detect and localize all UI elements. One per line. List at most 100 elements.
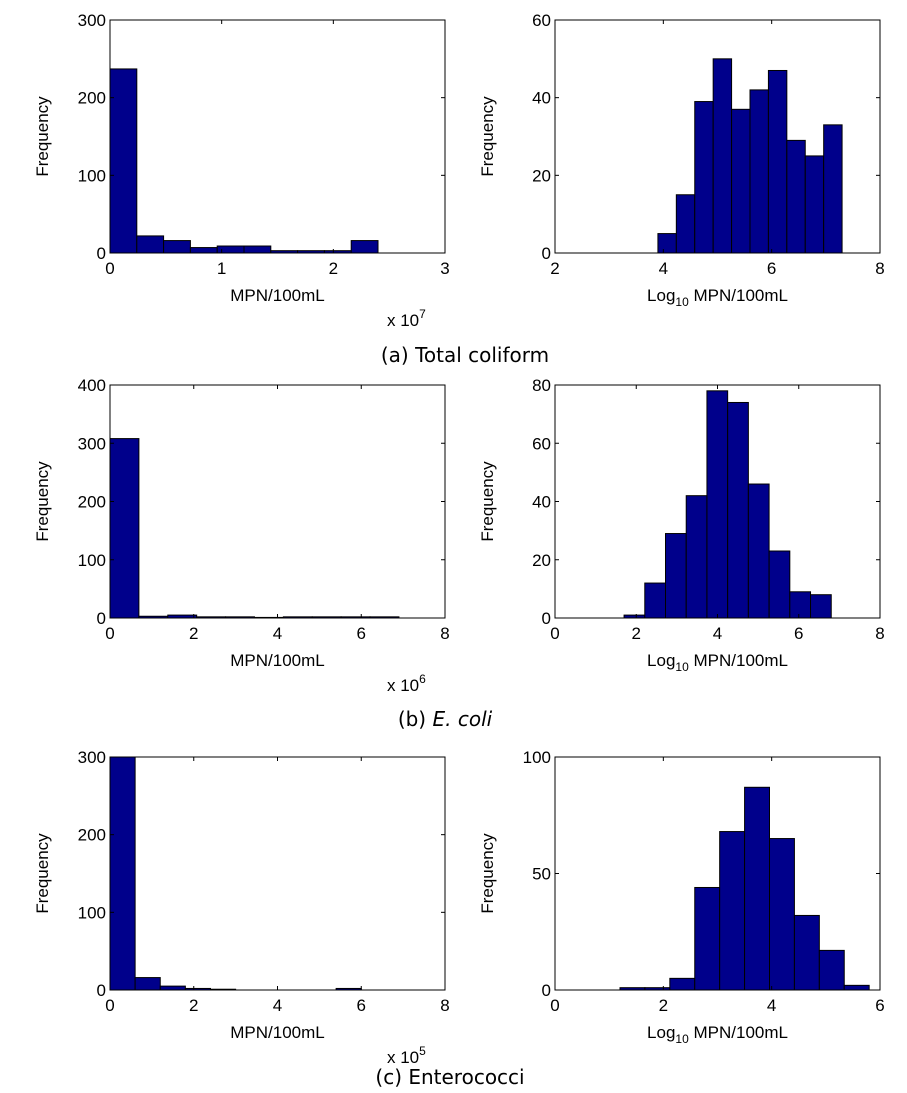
histogram-bar (712, 58, 733, 254)
x-tick-label: 8 (875, 259, 884, 278)
x-tick-label: 4 (273, 624, 282, 643)
histogram-bar (109, 438, 140, 619)
x-tick-label: 4 (713, 624, 722, 643)
y-tick-label: 400 (78, 376, 106, 395)
y-tick-label: 20 (532, 551, 551, 570)
histogram-bar (731, 108, 751, 254)
histogram-bar (644, 582, 666, 619)
histogram-1: 0 1 2 3 0 100 200 300 Frequency MPN/100mL x 107 (33, 11, 450, 330)
x-tick-label: 6 (794, 624, 803, 643)
axes-frame (554, 19, 881, 254)
histogram-bar (749, 89, 769, 254)
axes-frame (109, 384, 446, 619)
x-tick-label: 6 (767, 259, 776, 278)
histogram-bar (769, 838, 795, 991)
histogram-bar (665, 533, 687, 619)
y-tick-label: 40 (532, 89, 551, 108)
x-tick-label: 8 (440, 996, 449, 1015)
x-tick-label: 6 (875, 996, 884, 1015)
x-exponent-label: x 105 (387, 1044, 426, 1067)
histogram-bar (669, 977, 696, 991)
y-tick-label: 0 (542, 981, 551, 1000)
y-axis-label: Frequency (478, 833, 497, 914)
x-tick-label: 2 (189, 624, 198, 643)
x-tick-label: 4 (767, 996, 776, 1015)
histogram-bar (675, 194, 696, 254)
x-tick-label: 0 (105, 259, 114, 278)
y-tick-label: 100 (78, 551, 106, 570)
histogram-bar (350, 240, 379, 254)
x-tick-label: 2 (550, 259, 559, 278)
histogram-bar (163, 240, 191, 254)
y-tick-label: 100 (78, 166, 106, 185)
histogram-3: 0 2 4 6 8 0 100 200 300 400 Frequency MPN/100mL x 10… (33, 376, 450, 695)
histogram-bar (657, 233, 677, 254)
y-tick-label: 60 (532, 434, 551, 453)
y-tick-label: 0 (97, 609, 106, 628)
histogram-bar (694, 101, 714, 254)
x-tick-label: 2 (189, 996, 198, 1015)
y-tick-label: 300 (78, 748, 106, 767)
y-tick-label: 20 (532, 166, 551, 185)
x-tick-label: 8 (440, 624, 449, 643)
x-tick-label: 4 (273, 996, 282, 1015)
histogram-bar (768, 550, 791, 619)
x-tick-label: 2 (329, 259, 338, 278)
histogram-bar (767, 69, 788, 254)
y-tick-label: 60 (532, 11, 551, 30)
histogram-bar (134, 977, 161, 991)
y-tick-label: 200 (78, 89, 106, 108)
x-tick-label: 6 (357, 624, 366, 643)
histogram-bar (744, 786, 770, 991)
histogram-bar (727, 401, 749, 619)
y-axis-label: Frequency (478, 461, 497, 542)
y-axis-label: Frequency (33, 461, 52, 542)
histogram-bar (694, 886, 721, 991)
y-axis-label: Frequency (33, 96, 52, 177)
y-tick-label: 40 (532, 493, 551, 512)
histogram-bar (136, 235, 165, 254)
histogram-2: 2 4 6 8 0 20 40 60 Frequency Log10 MPN/100mL (478, 11, 885, 309)
y-tick-label: 80 (532, 376, 551, 395)
y-tick-label: 300 (78, 11, 106, 30)
histogram-5: 0 2 4 6 8 0 100 200 300 Frequency MPN/100mL x 105 (33, 748, 450, 1067)
x-exponent-label: x 107 (387, 307, 426, 330)
x-axis-label: MPN/100mL (230, 1023, 324, 1042)
histogram-bar (747, 483, 770, 619)
y-tick-label: 0 (542, 244, 551, 263)
histogram-bar (719, 831, 746, 991)
histogram-6: 0 2 4 6 0 50 100 Frequency Log10 MPN/100mL (478, 748, 885, 1046)
y-tick-label: 200 (78, 493, 106, 512)
x-exponent-label: x 106 (387, 672, 426, 695)
x-tick-label: 2 (632, 624, 641, 643)
histogram-bar (789, 591, 812, 619)
axes-frame (109, 19, 446, 254)
y-tick-label: 100 (523, 748, 551, 767)
y-tick-label: 0 (542, 609, 551, 628)
histogram-bar (706, 390, 729, 619)
histogram-bar (818, 949, 845, 991)
histogram-bar (159, 985, 186, 991)
x-tick-label: 0 (105, 624, 114, 643)
y-tick-label: 300 (78, 434, 106, 453)
y-axis-label: Frequency (478, 96, 497, 177)
histogram-bar (823, 124, 843, 254)
x-tick-label: 2 (659, 996, 668, 1015)
histogram-bar (109, 68, 138, 254)
x-tick-label: 6 (357, 996, 366, 1015)
axes-frame (109, 756, 446, 991)
y-tick-label: 0 (97, 981, 106, 1000)
x-tick-label: 0 (105, 996, 114, 1015)
y-tick-label: 100 (78, 903, 106, 922)
x-tick-label: 8 (875, 624, 884, 643)
x-axis-label: Log10 MPN/100mL (647, 1023, 788, 1046)
y-tick-label: 200 (78, 826, 106, 845)
y-tick-label: 0 (97, 244, 106, 263)
caption-c: (c) Enterococci (375, 1065, 524, 1089)
x-tick-label: 0 (550, 624, 559, 643)
y-tick-label: 50 (532, 865, 551, 884)
x-axis-label: Log10 MPN/100mL (647, 286, 788, 309)
x-axis-label: MPN/100mL (230, 651, 324, 670)
